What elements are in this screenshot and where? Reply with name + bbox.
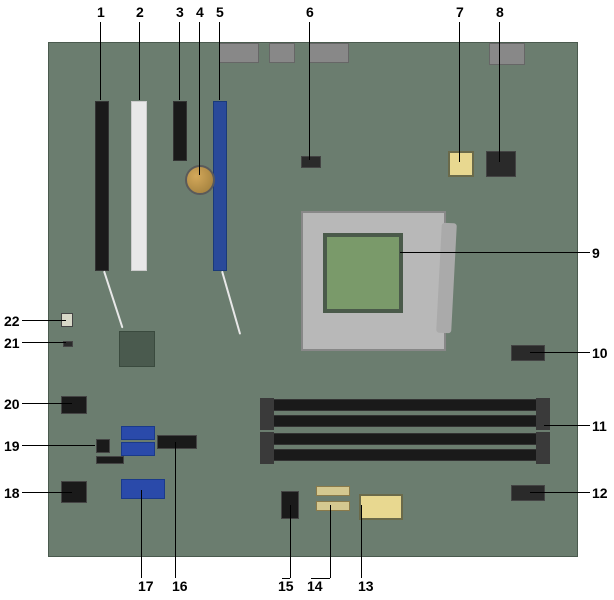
callout-label-2: 2 xyxy=(136,4,144,20)
callout-label-15: 15 xyxy=(278,578,294,594)
leader-line xyxy=(290,505,291,578)
pcie-slot-short xyxy=(173,101,187,161)
header-small xyxy=(96,456,124,464)
retention-wire xyxy=(103,271,123,329)
leader-line xyxy=(179,22,180,100)
callout-label-3: 3 xyxy=(176,4,184,20)
chipset xyxy=(119,331,155,367)
callout-label-17: 17 xyxy=(138,578,154,594)
io-port xyxy=(489,43,525,65)
leader-line xyxy=(309,22,310,160)
leader-line xyxy=(139,22,140,100)
callout-label-10: 10 xyxy=(592,345,608,361)
connector-12 xyxy=(511,485,545,501)
socket-lever xyxy=(436,223,457,334)
callout-label-14: 14 xyxy=(307,578,323,594)
leader-line xyxy=(22,342,66,343)
leader-line xyxy=(22,320,66,321)
connector xyxy=(486,151,516,177)
ram-slot xyxy=(265,399,545,411)
sata-port-blue xyxy=(121,426,155,440)
ram-slot xyxy=(265,415,545,427)
cpu-socket xyxy=(301,211,446,351)
callout-label-11: 11 xyxy=(592,418,607,434)
header xyxy=(157,435,197,449)
pcie-slot-black xyxy=(95,101,109,271)
sata-port xyxy=(316,501,350,511)
callout-label-19: 19 xyxy=(4,438,20,454)
leader-line xyxy=(100,22,101,100)
leader-line xyxy=(361,505,362,578)
leader-line xyxy=(199,22,200,175)
leader-line xyxy=(219,22,220,100)
sata-port xyxy=(316,486,350,496)
io-port xyxy=(269,43,295,63)
front-audio-header xyxy=(61,396,87,414)
ram-slot xyxy=(265,433,545,445)
connector-10 xyxy=(511,345,545,361)
front-usb3-header xyxy=(121,479,165,499)
callout-label-12: 12 xyxy=(592,485,608,501)
pcie-slot-white xyxy=(131,101,147,271)
leader-line xyxy=(530,352,590,353)
coin-battery xyxy=(185,165,215,195)
leader-line xyxy=(499,22,500,162)
callout-label-6: 6 xyxy=(306,4,314,20)
header-small xyxy=(96,439,110,453)
leader-line xyxy=(544,425,590,426)
leader-line xyxy=(141,490,142,578)
callout-label-7: 7 xyxy=(456,4,464,20)
ram-slot xyxy=(265,449,545,461)
fan-header xyxy=(301,156,321,168)
atx-4pin xyxy=(448,151,474,177)
callout-label-22: 22 xyxy=(4,313,20,329)
callout-label-16: 16 xyxy=(172,578,188,594)
leader-line xyxy=(22,445,95,446)
cpu-die-area xyxy=(323,233,403,313)
leader-line xyxy=(459,22,460,162)
callout-label-21: 21 xyxy=(4,335,20,351)
leader-line xyxy=(22,403,72,404)
sata-port-blue xyxy=(121,442,155,456)
callout-label-1: 1 xyxy=(97,4,105,20)
retention-wire xyxy=(221,271,241,335)
leader-line xyxy=(22,492,72,493)
callout-label-18: 18 xyxy=(4,485,20,501)
leader-line xyxy=(330,505,331,578)
callout-label-9: 9 xyxy=(592,245,600,261)
io-port xyxy=(309,43,349,63)
callout-label-20: 20 xyxy=(4,396,20,412)
callout-label-8: 8 xyxy=(496,4,504,20)
callout-label-13: 13 xyxy=(358,578,374,594)
callout-label-5: 5 xyxy=(216,4,224,20)
leader-line xyxy=(530,492,590,493)
atx-8pin xyxy=(359,494,403,520)
pcie-slot-blue xyxy=(213,101,227,271)
io-port xyxy=(219,43,259,63)
leader-line xyxy=(400,252,590,253)
callout-label-4: 4 xyxy=(196,4,204,20)
leader-line xyxy=(175,442,176,578)
